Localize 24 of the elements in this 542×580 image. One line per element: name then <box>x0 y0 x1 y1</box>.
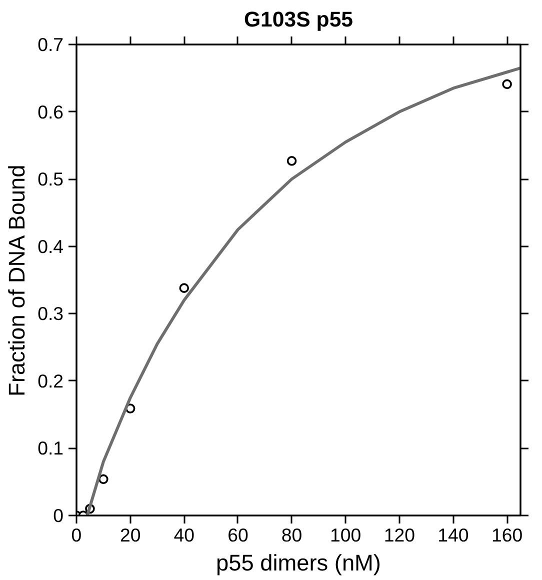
chart-title: G103S p55 <box>244 8 354 32</box>
point <box>179 283 190 293</box>
point <box>502 79 512 90</box>
x-tick-label: 0 <box>71 524 82 546</box>
y-tick-label: 0.5 <box>38 168 64 190</box>
y-tick-label: 0.1 <box>38 438 64 459</box>
point <box>98 474 108 484</box>
x-axis-title: p55 dimers (nM) <box>216 550 381 576</box>
x-tick-label: 60 <box>228 524 248 546</box>
x-tick-label: 120 <box>384 524 415 546</box>
x-tick-label: 140 <box>438 524 469 546</box>
y-tick-label: 0.4 <box>38 236 64 257</box>
y-tick-label: 0.6 <box>38 101 64 122</box>
point <box>286 156 297 166</box>
x-tick-label: 20 <box>120 524 141 546</box>
x-tick-label: 160 <box>491 524 523 546</box>
y-tick-label: 0 <box>53 505 64 526</box>
x-tick-label: 100 <box>330 524 362 546</box>
y-tick-label: 0.2 <box>38 370 64 392</box>
x-tick-label: 40 <box>174 524 195 546</box>
y-tick-label: 0.3 <box>38 303 64 324</box>
x-tick-label: 80 <box>281 524 302 546</box>
y-tick-label: 0.7 <box>38 34 64 55</box>
y-axis-title: Fraction of DNA Bound <box>4 164 30 396</box>
